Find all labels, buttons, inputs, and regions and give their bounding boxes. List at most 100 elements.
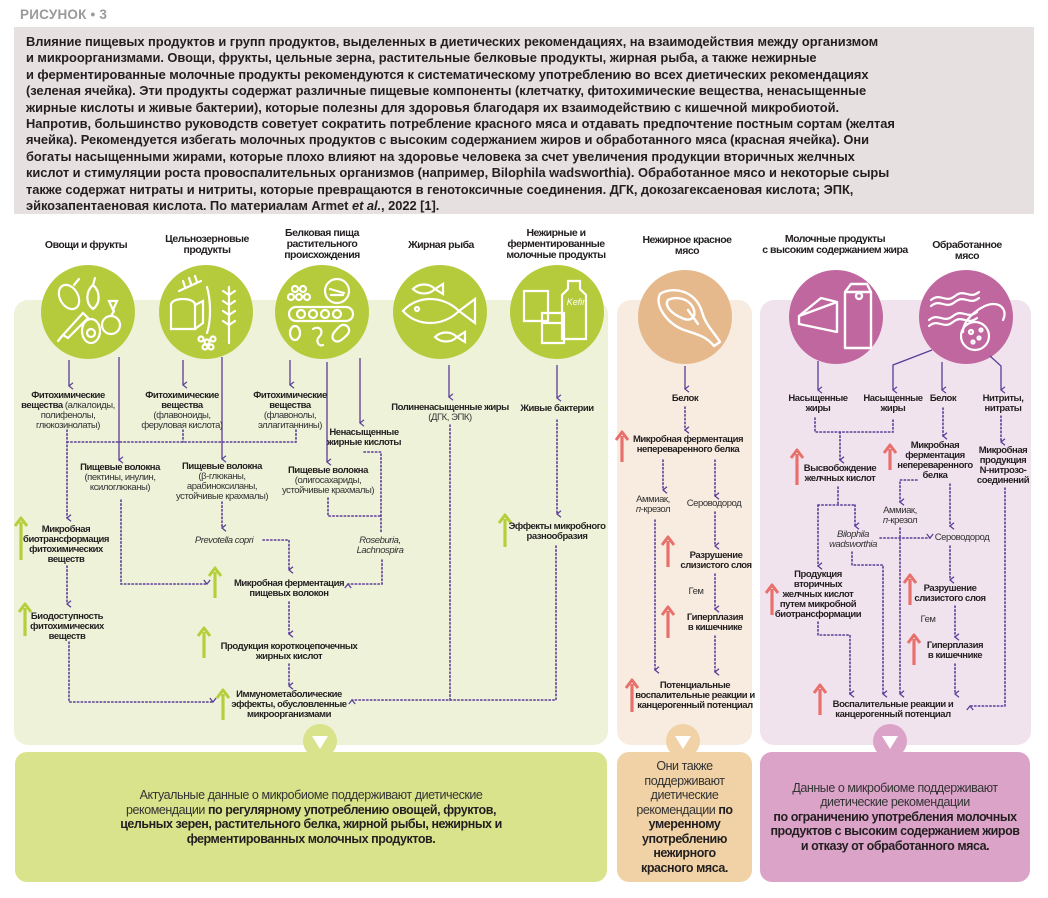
node-heme: Гем — [689, 587, 704, 597]
caption-line: и ферментированные молочные продукты рек… — [26, 66, 869, 82]
node-inflammation-cancer: Воспалительные реакции и канцерогенный п… — [833, 700, 954, 720]
node-title: Пищевые волокна — [288, 465, 368, 476]
node-title: Полиненасыщенные жиры — [391, 402, 509, 413]
node-title: Пищевые волокна — [182, 461, 262, 472]
node-title: Живые бактерии — [520, 403, 594, 414]
node-title: -крезол — [887, 515, 918, 526]
node-prevotella: Prevotella copri — [194, 535, 254, 546]
node-title: Разрушение слизистого слоя — [914, 583, 986, 604]
node-phytochemicals-grains: Фитохимические вещества (флавоноиды, фер… — [141, 390, 223, 432]
node-fiber-protein: Пищевые волокна (олигосахариды, устойчив… — [281, 465, 375, 497]
caption-line: кислот и стимуляции роста провоспалитель… — [26, 165, 890, 181]
moderate-panel — [617, 300, 752, 745]
category-title: Нежирные и ферментированные молочные про… — [506, 227, 606, 261]
caption-italic: et al. — [351, 198, 382, 214]
node-mucus-degradation: Разрушение слизистого слоя — [680, 550, 752, 571]
node-title: Фитохимические вещества — [21, 390, 105, 411]
node-fiber-fermentation: Микробная ферментация пищевых волокон — [233, 578, 345, 599]
node-italic: п — [635, 504, 641, 515]
figure-caption: Влияние пищевых продуктов и групп продук… — [14, 27, 1034, 214]
node-phytochemicals-protein: Фитохимические вещества (флавонолы, элла… — [253, 390, 327, 432]
node-title: Микробная ферментация непереваренного бе… — [632, 434, 744, 455]
node-nitrites: Нитриты, нитраты — [983, 394, 1024, 414]
node-title: Микробная продукция N-нитрозо- соединени… — [976, 445, 1030, 486]
caption-text: , 2022 [1]. — [381, 198, 440, 214]
node-detail: (олигосахариды, устойчивые крахмалы) — [281, 475, 375, 496]
node-detail: (алкалоиды, полифенолы, глюкозинолаты) — [35, 400, 115, 431]
node-immunometabolic: Иммунометаболические эффекты, обусловлен… — [231, 690, 347, 720]
node-unsaturated-fatty-acids: Ненасыщенные жирные кислоты — [327, 428, 401, 448]
node-title: Разрушение слизистого слоя — [680, 550, 752, 571]
node-title: Prevotella copri — [194, 535, 254, 546]
node-hyperplasia: Гиперплазия в кишечнике — [686, 612, 744, 633]
node-title: Нитриты, нитраты — [982, 393, 1024, 414]
node-ammonia-cresol: Аммиак, п-крезол — [883, 505, 918, 526]
conclusion-emphasis: по ограничению употребления молочных про… — [770, 809, 1020, 853]
node-bilophila: Bilophila wadsworthia — [829, 530, 877, 550]
node-title: Фитохимические вещества — [145, 390, 219, 411]
node-title: Белок — [929, 393, 957, 404]
category-title: Обработанное мясо — [932, 239, 1002, 262]
category-title: Цельнозерновые продукты — [165, 233, 249, 256]
node-ammonia-cresol: Аммиак, п-крезол — [635, 494, 671, 515]
node-title: Сероводород — [934, 532, 990, 543]
node-title: Микробная ферментация пищевых волокон — [233, 578, 345, 599]
node-title: Высвобождение желчных кислот — [803, 463, 877, 484]
node-title: Аммиак, — [636, 494, 670, 505]
node-title: Продукция вторичных желчных кислот путем… — [774, 569, 862, 620]
category-title: Жирная рыба — [408, 239, 474, 251]
node-fiber-grains: Пищевые волокна (β-глюканы, арабиноксила… — [175, 461, 269, 502]
conclusion-emphasis: по умеренному употреблению нежирного кра… — [641, 802, 733, 875]
node-title: Микробная биотрансформация фитохимически… — [23, 524, 109, 565]
conclusion-recommended: Актуальные данные о микробиоме поддержив… — [15, 752, 607, 882]
node-bile-acid-release: Высвобождение желчных кислот — [803, 463, 877, 484]
conclusion-limit: Данные о микробиоме поддерживают диетиче… — [760, 752, 1030, 882]
caption-line: жирные кислоты и живые бактерии), которы… — [26, 99, 839, 115]
node-bioavailability: Биодоступность фитохимических веществ — [30, 612, 104, 642]
node-title: -крезол — [640, 504, 671, 515]
caption-line: ячейка). Рекомендуется избегать молочных… — [26, 132, 869, 148]
node-title: Пищевые волокна — [80, 462, 160, 473]
conclusion-emphasis: по регулярному употреблению овощей, фрук… — [120, 802, 502, 846]
node-title: Ненасыщенные жирные кислоты — [327, 427, 401, 448]
node-title: Гем — [688, 586, 704, 597]
node-protein-fermentation: Микробная ферментация непереваренного бе… — [897, 440, 973, 481]
node-title: Аммиак, — [883, 505, 917, 516]
caption-line: Напротив, большинство руководств советуе… — [26, 116, 895, 132]
node-detail: (пектины, инулин, ксилоглюканы) — [84, 472, 156, 493]
caption-line: Влияние пищевых продуктов и групп продук… — [26, 34, 879, 49]
node-title: Фитохимические вещества — [253, 390, 327, 411]
node-title: Гиперплазия в кишечнике — [686, 612, 744, 633]
node-protein: Белок — [671, 393, 699, 404]
node-live-bacteria: Живые бактерии — [520, 403, 594, 414]
caption-text: эйкозапентаеновая кислота. По материалам… — [26, 198, 352, 214]
conclusion-text: Они также поддерживают диетические реком… — [636, 759, 725, 817]
node-title: Roseburia, Lachnospira — [356, 535, 404, 556]
node-title: Микробная ферментация непереваренного бе… — [897, 440, 973, 481]
node-detail: (флавоноиды, феруловая кислота) — [141, 410, 223, 431]
node-saturated-fats-meat: Насыщенные жиры — [863, 394, 923, 414]
node-heme: Гем — [921, 615, 936, 625]
node-fiber-vegetables: Пищевые волокна (пектины, инулин, ксилог… — [80, 462, 160, 494]
node-title: Воспалительные реакции и канцерогенный п… — [832, 699, 954, 720]
caption-line: также содержат нитраты и нитриты, которы… — [26, 181, 854, 197]
node-title: Белок — [671, 393, 699, 404]
node-detail: (ДГК, ЭПК) — [428, 412, 472, 423]
node-detail: (β-глюканы, арабиноксиланы, устойчивые к… — [175, 471, 269, 502]
cheese-milk-icon — [789, 270, 883, 364]
caption-line: (зеленая ячейка). Эти продукты содержат … — [26, 83, 867, 99]
node-scfa-production: Продукция короткоцепочечных жирных кисло… — [221, 642, 358, 662]
node-hydrogen-sulfide: Сероводород — [687, 499, 742, 509]
figure-label: РИСУНОК • 3 — [20, 7, 108, 22]
node-hyperplasia: Гиперплазия в кишечнике — [927, 641, 984, 661]
kefir-label: Kefir — [567, 297, 587, 307]
node-phytochemicals-vegetables: Фитохимические вещества (алкалоиды, поли… — [21, 391, 115, 431]
category-title: Молочные продукты с высоким содержанием … — [762, 233, 908, 256]
node-title: Bilophila wadsworthia — [829, 529, 877, 550]
conclusion-moderate: Они также поддерживают диетические реком… — [617, 752, 752, 882]
node-roseburia: Roseburia, Lachnospira — [357, 536, 404, 556]
node-protein: Белок — [929, 393, 957, 404]
node-nitroso-production: Микробная продукция N-нитрозо- соединени… — [976, 445, 1030, 486]
node-biotransformation: Микробная биотрансформация фитохимически… — [23, 525, 109, 565]
conclusion-text: Актуальные данные о микробиоме поддержив… — [126, 788, 483, 817]
